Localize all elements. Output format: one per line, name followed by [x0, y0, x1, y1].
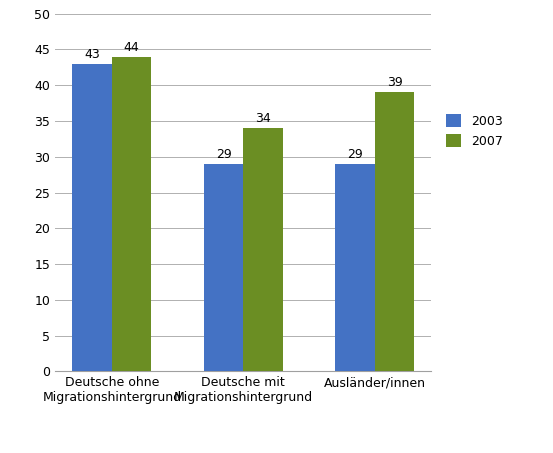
Text: 29: 29 [347, 148, 363, 161]
Bar [72, 64, 112, 371]
Legend: 2003, 2007: 2003, 2007 [441, 109, 508, 153]
Text: 43: 43 [84, 48, 100, 61]
Bar [204, 164, 243, 371]
Text: 44: 44 [124, 41, 139, 53]
Text: 39: 39 [387, 77, 403, 89]
Bar [243, 128, 283, 371]
Text: 34: 34 [255, 112, 271, 125]
Text: 29: 29 [216, 148, 232, 161]
Bar [375, 92, 414, 371]
Bar [335, 164, 375, 371]
Bar [112, 57, 152, 371]
